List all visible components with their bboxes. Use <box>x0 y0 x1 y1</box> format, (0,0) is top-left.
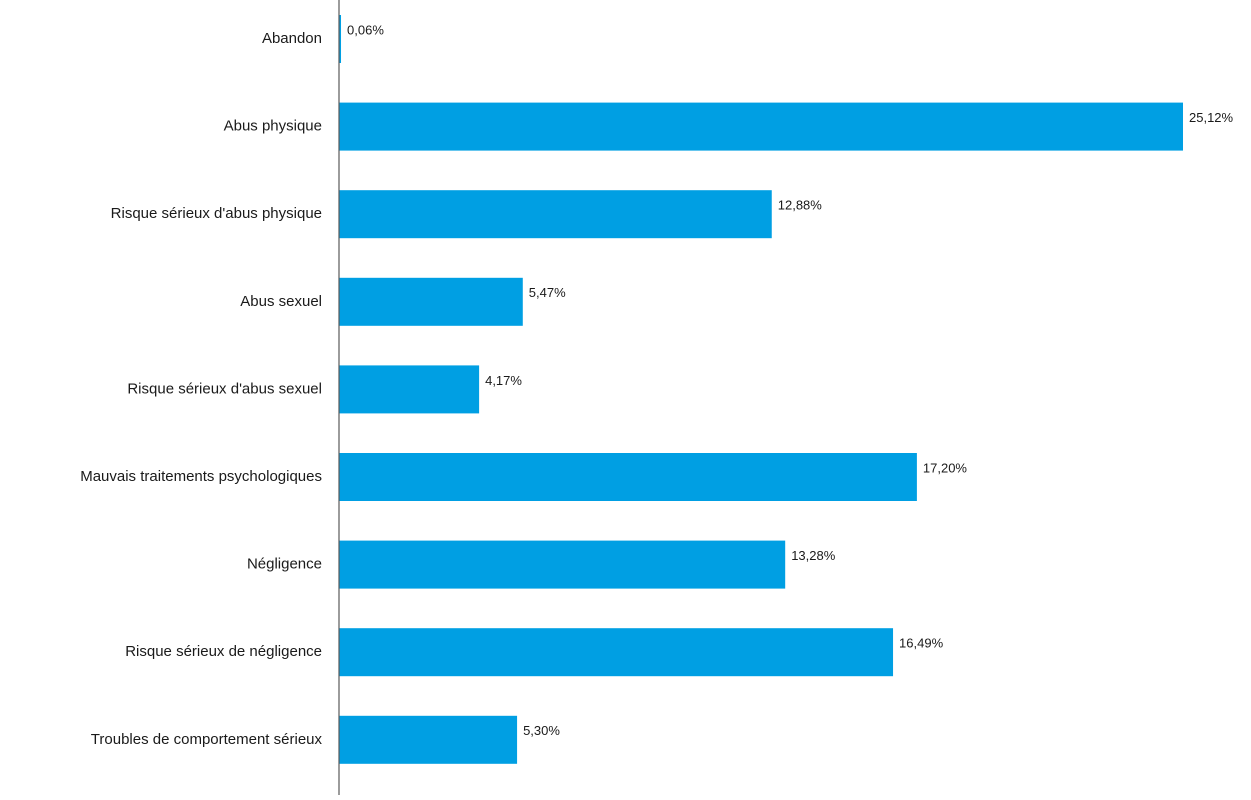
data-label-7: 16,49% <box>899 636 944 651</box>
category-label-7: Risque sérieux de négligence <box>125 643 322 660</box>
category-label-6: Négligence <box>247 556 322 573</box>
category-labels: Abandon Abus physique Risque sérieux d'abu… <box>80 30 322 748</box>
data-label-4: 4,17% <box>485 373 522 388</box>
category-label-3: Abus sexuel <box>240 293 322 310</box>
data-label-5: 17,20% <box>923 460 968 475</box>
data-label-3: 5,47% <box>529 285 566 300</box>
bar-4 <box>339 365 480 414</box>
bar-5 <box>339 453 917 501</box>
category-label-8: Troubles de comportement sérieux <box>91 731 323 748</box>
bar-2 <box>339 190 772 239</box>
data-label-6: 13,28% <box>791 548 836 563</box>
bar-8 <box>339 715 518 764</box>
bar-1 <box>339 102 1183 151</box>
category-label-2: Risque sérieux d'abus physique <box>111 205 322 222</box>
data-labels: 0,06% 25,12% 12,88% 5,47% 4,17% 17,20% 13,28% 1… <box>347 22 1234 738</box>
category-label-0: Abandon <box>262 30 322 47</box>
bar-6 <box>339 540 786 589</box>
bar-7 <box>339 628 894 677</box>
data-label-1: 25,12% <box>1189 110 1234 125</box>
category-label-4: Risque sérieux d'abus sexuel <box>127 380 322 397</box>
category-label-1: Abus physique <box>224 118 322 135</box>
data-label-8: 5,30% <box>523 723 560 738</box>
data-label-2: 12,88% <box>778 198 823 213</box>
bar-3 <box>339 277 523 326</box>
bar-0 <box>339 15 342 63</box>
bars-layer <box>339 15 1183 764</box>
data-label-0: 0,06% <box>347 22 384 37</box>
category-label-5: Mauvais traitements psychologiques <box>80 468 322 485</box>
